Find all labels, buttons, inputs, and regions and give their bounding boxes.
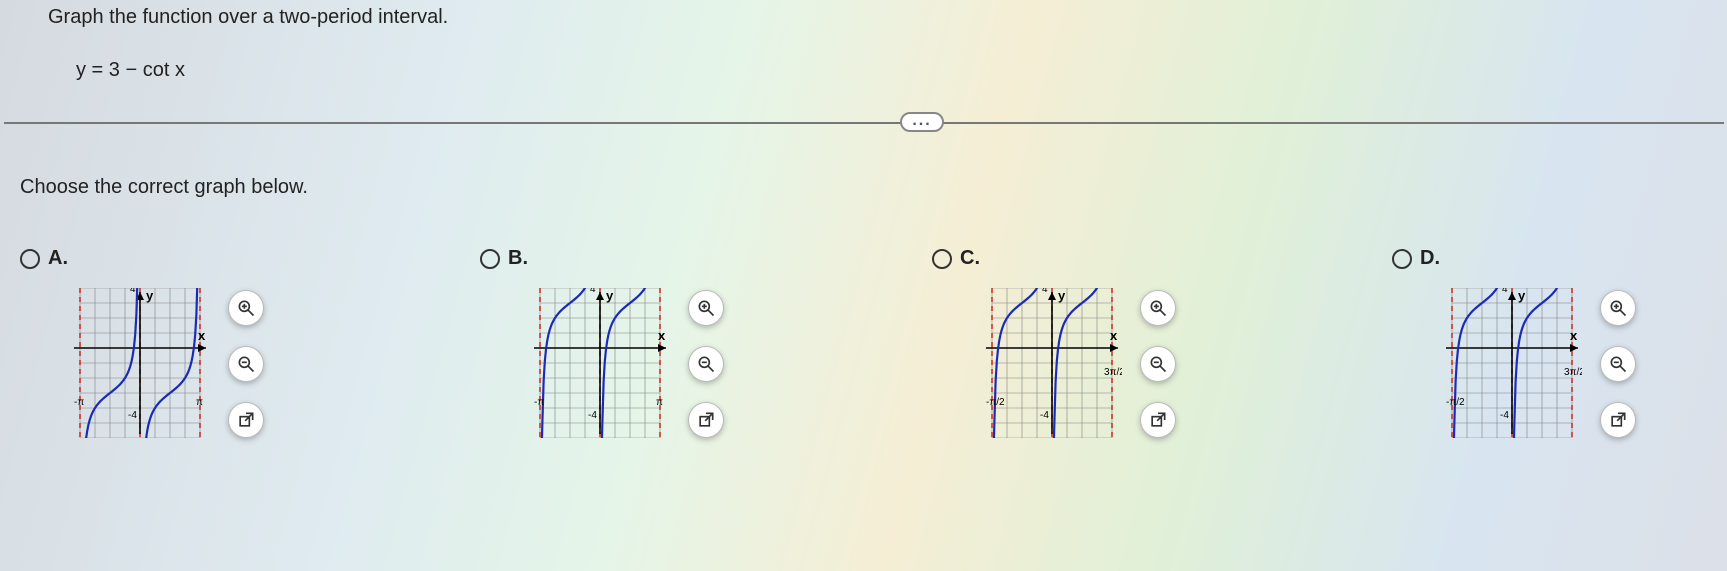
- svg-text:3π/2: 3π/2: [1564, 367, 1582, 378]
- question-equation: y = 3 − cot x: [76, 59, 1727, 82]
- svg-text:4: 4: [590, 288, 596, 295]
- more-options-button[interactable]: ...: [900, 112, 944, 132]
- option-label-b: B.: [508, 247, 528, 270]
- graph-thumbnail-a: y x 4 -4 -π π: [70, 288, 210, 438]
- svg-text:-4: -4: [1040, 410, 1049, 421]
- question-title: Graph the function over a two-period int…: [48, 6, 1727, 29]
- zoom-in-icon[interactable]: [1140, 290, 1176, 326]
- popout-icon[interactable]: [1140, 402, 1176, 438]
- radio-a[interactable]: [20, 249, 40, 269]
- svg-text:x: x: [1570, 328, 1578, 343]
- option-b: B. y x 4 -4 -π π: [480, 247, 724, 443]
- svg-text:-4: -4: [1500, 410, 1509, 421]
- zoom-out-icon[interactable]: [688, 346, 724, 382]
- graph-thumbnail-c: y x 4 -4 -π/2 3π/2: [982, 288, 1122, 438]
- svg-text:3π/2: 3π/2: [1104, 367, 1122, 378]
- popout-icon[interactable]: [1600, 402, 1636, 438]
- svg-text:-π/2: -π/2: [1446, 397, 1465, 408]
- svg-text:π: π: [196, 397, 203, 408]
- radio-c[interactable]: [932, 249, 952, 269]
- svg-text:4: 4: [130, 288, 136, 295]
- zoom-out-icon[interactable]: [1600, 346, 1636, 382]
- zoom-in-icon[interactable]: [688, 290, 724, 326]
- option-label-d: D.: [1420, 247, 1440, 270]
- zoom-out-icon[interactable]: [228, 346, 264, 382]
- option-c: C. y x 4 -4 -π/2 3π/2: [932, 247, 1176, 443]
- option-d: D. y x 4 -4 -π/2 3π/2: [1392, 247, 1636, 443]
- zoom-out-icon[interactable]: [1140, 346, 1176, 382]
- svg-text:-π: -π: [534, 397, 544, 408]
- svg-text:-4: -4: [588, 410, 597, 421]
- prompt-text: Choose the correct graph below.: [20, 176, 1727, 199]
- svg-text:4: 4: [1042, 288, 1048, 295]
- svg-text:-4: -4: [128, 410, 137, 421]
- popout-icon[interactable]: [688, 402, 724, 438]
- option-label-a: A.: [48, 247, 68, 270]
- svg-text:-π/2: -π/2: [986, 397, 1005, 408]
- zoom-in-icon[interactable]: [1600, 290, 1636, 326]
- graph-thumbnail-d: y x 4 -4 -π/2 3π/2: [1442, 288, 1582, 438]
- svg-text:x: x: [198, 328, 206, 343]
- svg-text:-π: -π: [74, 397, 84, 408]
- svg-text:y: y: [1518, 288, 1526, 303]
- svg-text:π: π: [656, 397, 663, 408]
- option-a: A. y x 4 -4 -π π: [20, 247, 264, 443]
- svg-text:y: y: [1058, 288, 1066, 303]
- svg-text:x: x: [658, 328, 666, 343]
- zoom-in-icon[interactable]: [228, 290, 264, 326]
- svg-text:y: y: [606, 288, 614, 303]
- popout-icon[interactable]: [228, 402, 264, 438]
- svg-text:y: y: [146, 288, 154, 303]
- section-divider: [4, 122, 1724, 124]
- svg-text:x: x: [1110, 328, 1118, 343]
- radio-d[interactable]: [1392, 249, 1412, 269]
- graph-thumbnail-b: y x 4 -4 -π π: [530, 288, 670, 438]
- option-label-c: C.: [960, 247, 980, 270]
- radio-b[interactable]: [480, 249, 500, 269]
- svg-text:4: 4: [1502, 288, 1508, 295]
